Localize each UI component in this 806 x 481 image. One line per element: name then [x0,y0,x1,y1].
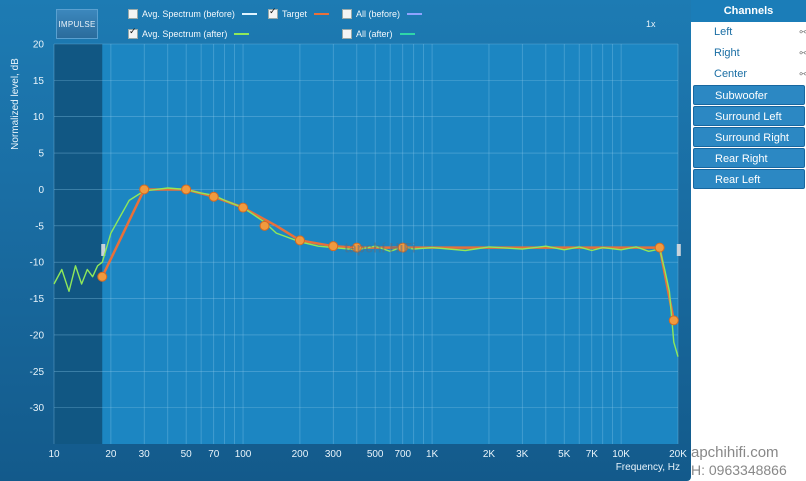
y-tick-label: -5 [35,221,44,232]
y-tick-label: 5 [38,149,44,160]
x-tick-label: 50 [181,449,193,460]
channel-label: Right [714,47,740,59]
x-tick-label: 10 [48,449,60,460]
excluded-range [54,44,103,444]
legend-label: All (before) [356,9,401,19]
y-tick-label: 10 [33,112,45,123]
x-tick-label: 30 [139,449,151,460]
target-point [208,191,219,202]
avg-spectrum-after-checkbox[interactable] [128,27,138,39]
high-range-handle [676,244,681,256]
target-point [259,220,270,231]
legend-all-before[interactable]: All (before) [342,9,423,19]
watermark-overlay: tapchí HiFi [344,240,416,256]
target-point [328,241,339,252]
all-before-checkbox[interactable] [342,9,352,19]
legend-label: Target [282,9,308,19]
legend-swatch [234,33,250,35]
x-tick-label: 3K [516,449,529,460]
legend-avg-spectrum-before[interactable]: Avg. Spectrum (before) [128,9,257,19]
x-tick-label: 20 [105,449,117,460]
channel-label: Rear Right [715,153,768,165]
target-point [294,235,305,246]
channel-right[interactable]: Right ⚯ [693,43,806,63]
frequency-response-plot[interactable]: 20 15 10 5 0 -5 -10 -15 -20 -25 -30 10 20 30 50 70 100 20… [0,0,691,481]
target-point [397,242,408,253]
x-tick-label: 20K [669,449,687,460]
y-tick-label: -30 [30,403,45,414]
y-tick-label: 0 [38,185,44,196]
x-tick-label: 100 [235,449,252,460]
channel-left[interactable]: Left ⚯ [693,22,806,42]
y-tick-label: -10 [30,258,45,269]
avg-spectrum-before-checkbox[interactable] [128,9,138,19]
channel-rear-left[interactable]: Rear Left [693,169,805,189]
channel-label: Surround Right [715,132,789,144]
channel-subwoofer[interactable]: Subwoofer [693,85,805,105]
y-tick-label: -20 [30,330,45,341]
x-tick-label: 300 [325,449,342,460]
y-tick-label: 20 [33,40,45,51]
y-tick-label: -15 [30,294,45,305]
legend-swatch [399,33,415,35]
legend-swatch [241,13,257,15]
legend-target[interactable]: Target [268,7,330,19]
channel-label: Subwoofer [715,90,768,102]
x-axis-label: Frequency, Hz [616,462,680,473]
channel-label: Surround Left [715,111,782,123]
legend-swatch [407,13,423,15]
channel-label: Rear Left [715,174,761,186]
legend-avg-spectrum-after[interactable]: Avg. Spectrum (after) [128,27,250,39]
legend-label: All (after) [356,29,393,39]
x-tick-label: 1K [426,449,439,460]
low-range-handle [101,244,106,256]
y-tick-label: -25 [30,367,45,378]
channels-panel: Channels Left ⚯ Right ⚯ Center ⚯ Subwoof… [691,0,806,190]
channel-surround-right[interactable]: Surround Right [693,127,805,147]
channels-header: Channels [691,0,806,22]
x-tick-label: 200 [292,449,309,460]
channel-center[interactable]: Center ⚯ [693,64,806,84]
x-tick-label: 5K [558,449,571,460]
y-axis-label: Normalized level, dB [10,58,21,150]
all-after-checkbox[interactable] [342,29,352,39]
x-tick-label: 500 [367,449,384,460]
target-point [238,202,249,213]
zoom-level[interactable]: 1x [646,19,656,29]
link-icon[interactable]: ⚯ [799,69,806,79]
target-point [351,242,362,253]
channel-label: Center [714,68,748,80]
legend-label: Avg. Spectrum (after) [142,29,228,39]
x-tick-label: 7K [586,449,599,460]
x-tick-label: 2K [483,449,496,460]
link-icon[interactable]: ⚯ [799,27,806,37]
target-point [654,242,665,253]
target-checkbox[interactable] [268,7,278,19]
channel-rear-right[interactable]: Rear Right [693,148,805,168]
legend-label: Avg. Spectrum (before) [142,9,235,19]
channel-surround-left[interactable]: Surround Left [693,106,805,126]
watermark-site: apchihifi.com [691,444,779,461]
target-point [139,184,150,195]
y-tick-label: 15 [33,76,45,87]
watermark-phone: H: 0963348866 [691,462,787,478]
link-icon[interactable]: ⚯ [799,48,806,58]
channel-label: Left [714,26,733,38]
x-tick-label: 700 [394,449,411,460]
x-tick-label: 70 [208,449,220,460]
target-point [97,271,108,282]
legend-all-after[interactable]: All (after) [342,29,415,39]
target-point [181,184,192,195]
plot-area [54,44,678,444]
legend-swatch [314,13,330,15]
target-point [668,315,679,326]
x-tick-label: 10K [612,449,630,460]
impulse-button[interactable]: IMPULSE [56,9,98,39]
